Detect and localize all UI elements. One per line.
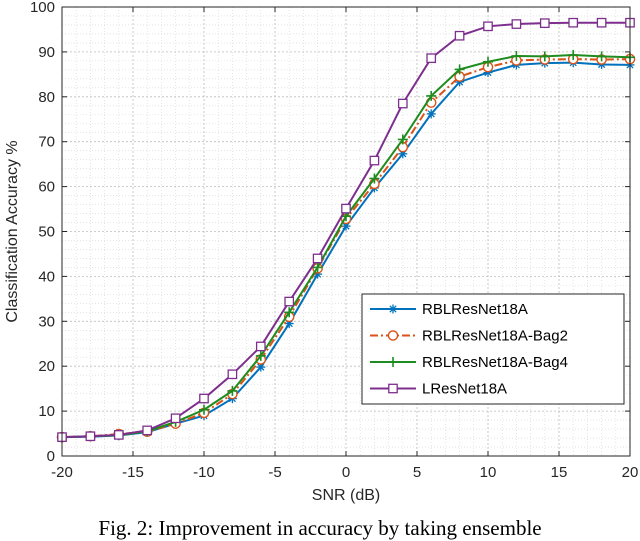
- y-tick-label: 80: [38, 89, 55, 106]
- plus-marker: [284, 307, 295, 318]
- series-LResNet18A: [57, 17, 635, 442]
- legend-label: RBLResNet18A-Bag4: [422, 354, 568, 371]
- y-axis-label: Classification Accuracy %: [4, 140, 21, 322]
- y-tick-label: 50: [38, 224, 55, 241]
- plus-marker: [255, 350, 266, 361]
- plus-marker: [426, 90, 437, 101]
- square-marker: [483, 21, 493, 32]
- square-marker: [284, 296, 295, 307]
- legend-label: RBLResNet18A-Bag2: [422, 328, 568, 345]
- series-layer: [56, 17, 636, 443]
- legend-entry: LResNet18A: [370, 381, 507, 398]
- square-marker: [539, 18, 550, 29]
- square-marker: [255, 341, 266, 352]
- square-marker: [341, 203, 351, 214]
- asterisk-marker: [388, 304, 398, 314]
- legend-label: LResNet18A: [422, 381, 507, 398]
- legend-entry: RBLResNet18A-Bag4: [370, 354, 568, 371]
- plus-marker: [511, 50, 522, 61]
- y-tick-label: 30: [38, 313, 55, 330]
- plus-marker: [397, 134, 408, 145]
- x-tick-label: -5: [268, 464, 281, 481]
- square-marker: [113, 430, 124, 440]
- y-tick-label: 70: [38, 134, 55, 151]
- x-tick-label: -20: [51, 464, 73, 481]
- square-marker: [312, 253, 323, 264]
- square-marker: [596, 17, 607, 28]
- legend-box: [361, 293, 625, 405]
- circle-marker: [387, 330, 399, 341]
- legend-entry: RBLResNet18A: [370, 301, 528, 318]
- x-tick-label: 0: [342, 464, 350, 481]
- square-marker: [454, 30, 465, 41]
- plus-marker: [454, 64, 465, 75]
- x-tick-label: -10: [193, 464, 215, 481]
- legend-label: RBLResNet18A: [422, 301, 528, 318]
- plus-marker: [483, 56, 493, 67]
- y-tick-label: 10: [38, 403, 55, 420]
- y-tick-label: 100: [30, 0, 55, 16]
- plus-marker: [596, 51, 607, 62]
- y-tick-label: 20: [38, 358, 55, 375]
- legend: RBLResNet18A RBLResNet18A-Bag2 RBLResNet18…: [361, 293, 625, 405]
- square-marker: [199, 393, 209, 404]
- square-marker: [227, 369, 238, 380]
- legend-entry: RBLResNet18A-Bag2: [370, 328, 568, 345]
- y-tick-label: 40: [38, 268, 55, 285]
- plus-marker: [388, 357, 398, 367]
- tick-labels: -20 -15 -10 -5 0 5 10 15 20 0 10 20 30 40 50 60 70 80 90 10…: [30, 0, 638, 481]
- square-marker: [511, 19, 522, 29]
- figure-caption: Fig. 2: Improvement in accuracy by takin…: [98, 516, 542, 540]
- plus-marker: [227, 385, 238, 396]
- square-marker: [85, 431, 96, 442]
- square-marker: [142, 425, 153, 436]
- plus-marker: [568, 50, 579, 61]
- y-tick-label: 90: [38, 44, 55, 61]
- y-tick-label: 0: [47, 448, 55, 465]
- x-axis-label: SNR (dB): [312, 487, 380, 504]
- square-marker: [170, 413, 181, 424]
- y-tick-label: 60: [38, 179, 55, 196]
- plus-marker: [312, 262, 323, 273]
- x-tick-label: 20: [622, 464, 639, 481]
- square-marker: [397, 98, 408, 109]
- square-marker: [369, 155, 380, 166]
- plus-marker: [369, 173, 380, 184]
- asterisk-marker: [426, 109, 436, 119]
- x-tick-label: 10: [480, 464, 497, 481]
- square-marker: [568, 17, 579, 28]
- x-tick-label: -15: [122, 464, 144, 481]
- plus-marker: [539, 51, 550, 62]
- x-tick-label: 15: [551, 464, 568, 481]
- square-marker: [388, 383, 398, 394]
- square-marker: [426, 53, 437, 64]
- tick-marks: [61, 6, 631, 457]
- asterisk-marker: [256, 362, 266, 372]
- plus-marker: [199, 404, 209, 415]
- x-tick-label: 5: [413, 464, 421, 481]
